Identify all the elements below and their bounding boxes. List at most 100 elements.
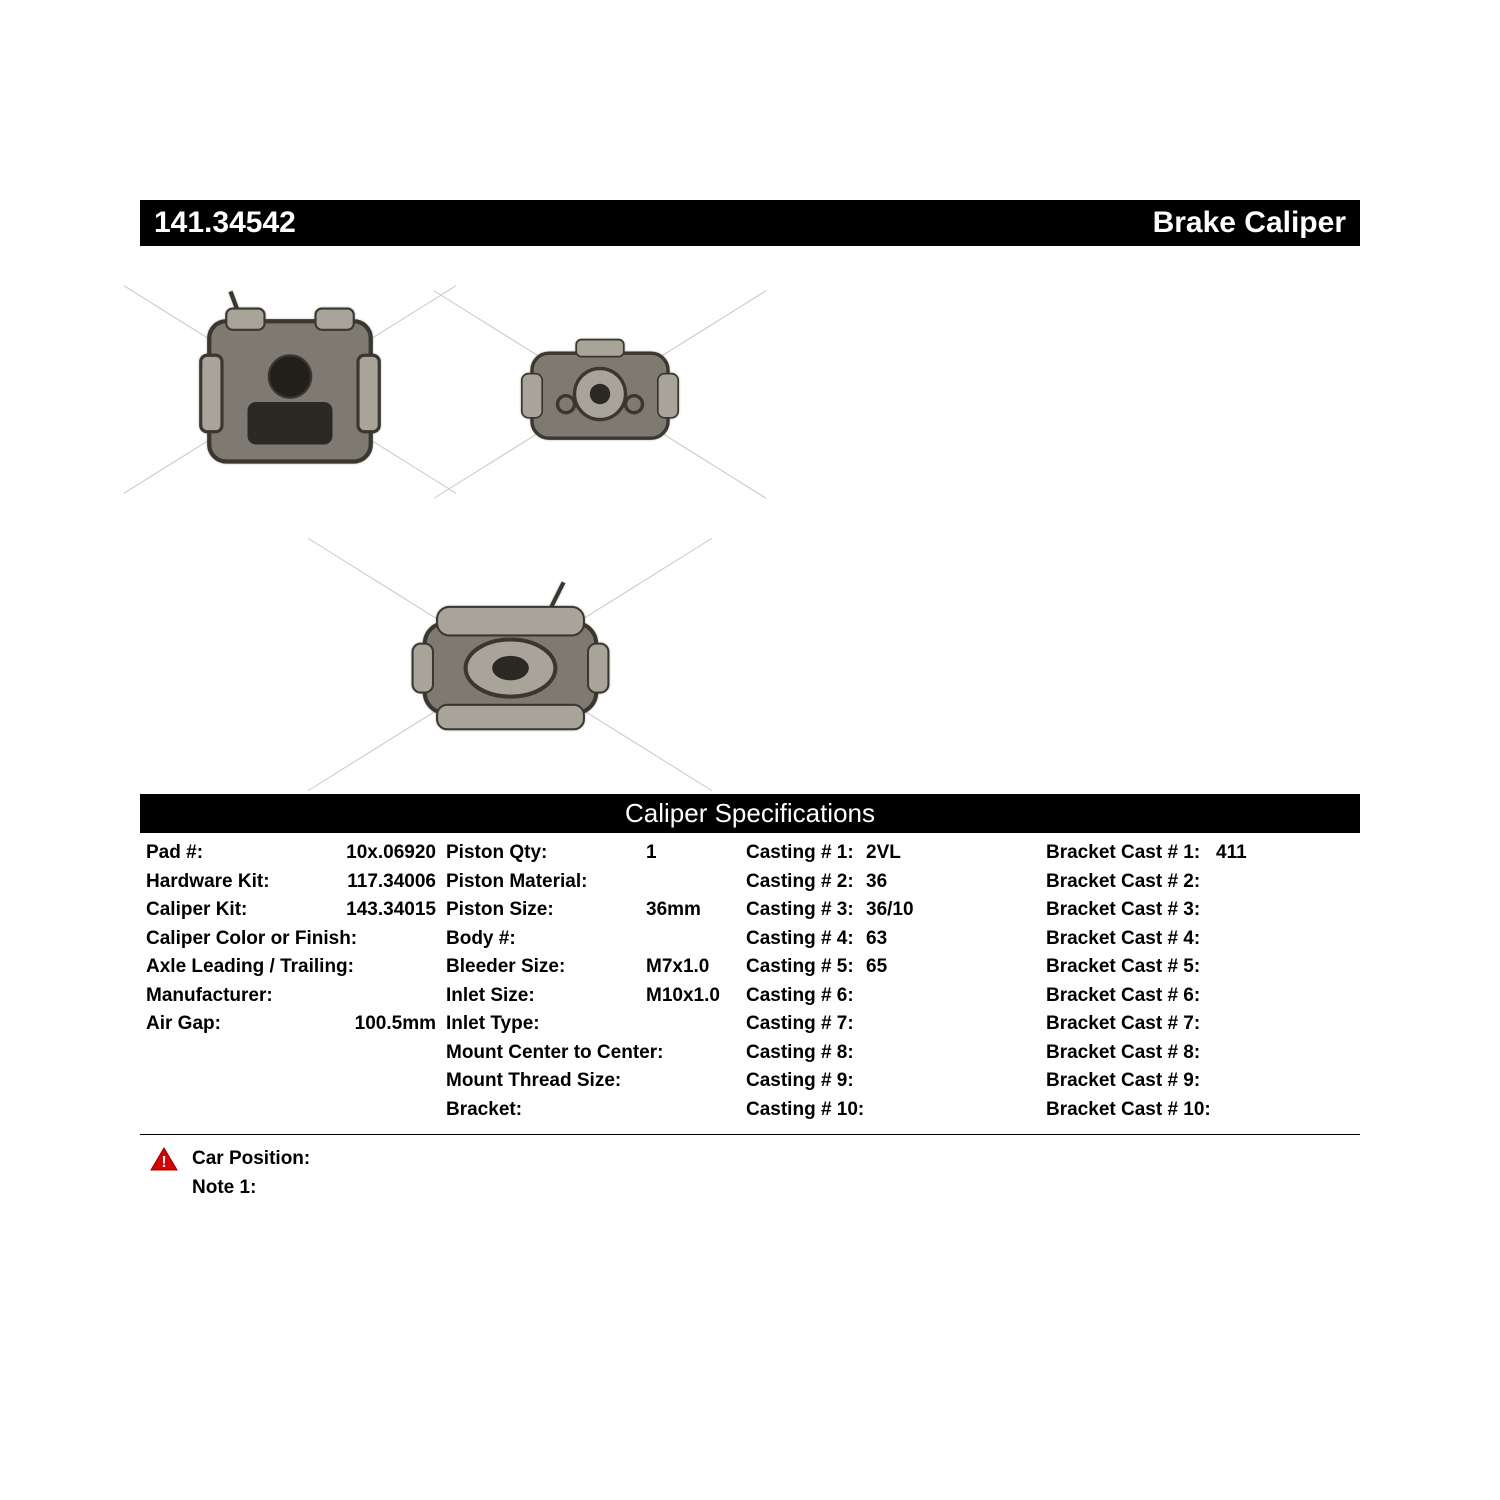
spec-key: Casting # 7: xyxy=(746,1010,866,1039)
spec-key: Body #: xyxy=(446,925,646,954)
spec-row: Bracket Cast # 2: xyxy=(1046,868,1356,897)
spec-row: Inlet Type: xyxy=(446,1010,736,1039)
spec-value: 117.34006 xyxy=(347,868,436,897)
notes-row: ! Car Position:Note 1: xyxy=(140,1135,1360,1202)
spec-row: Piston Size:36mm xyxy=(446,896,736,925)
spec-value: 2VL xyxy=(866,839,901,868)
spec-row: Piston Qty:1 xyxy=(446,839,736,868)
spec-key: Bracket Cast # 10: xyxy=(1046,1096,1216,1125)
spec-row: Bracket Cast # 3: xyxy=(1046,896,1356,925)
spec-value: 65 xyxy=(866,953,887,982)
spec-row: Piston Material: xyxy=(446,868,736,897)
notes-text: Car Position:Note 1: xyxy=(192,1145,310,1202)
spec-column-1: Pad #:10x.06920Hardware Kit:117.34006Cal… xyxy=(146,839,446,1124)
spec-row: Bleeder Size:M7x1.0 xyxy=(446,953,736,982)
spec-key: Bracket Cast # 7: xyxy=(1046,1010,1216,1039)
spec-key: Bracket Cast # 2: xyxy=(1046,868,1216,897)
spec-row: Body #: xyxy=(446,925,736,954)
spec-key: Bleeder Size: xyxy=(446,953,646,982)
spec-key: Bracket Cast # 5: xyxy=(1046,953,1216,982)
spec-row: Casting # 5:65 xyxy=(746,953,1036,982)
spec-row: Casting # 9: xyxy=(746,1067,1036,1096)
spec-key: Mount Center to Center: xyxy=(446,1039,646,1068)
spec-key: Mount Thread Size: xyxy=(446,1067,646,1096)
spec-key: Piston Size: xyxy=(446,896,646,925)
spec-key: Casting # 8: xyxy=(746,1039,866,1068)
spec-key: Bracket Cast # 9: xyxy=(1046,1067,1216,1096)
spec-row: Casting # 8: xyxy=(746,1039,1036,1068)
spec-row: Mount Thread Size: xyxy=(446,1067,736,1096)
spec-row: Manufacturer: xyxy=(146,982,436,1011)
spec-key: Pad #: xyxy=(146,839,346,868)
spec-sheet: 141.34542 Brake Caliper REFERENCE ONLY R… xyxy=(0,0,1500,1500)
note-row: Car Position: xyxy=(192,1145,310,1174)
spec-key: Bracket Cast # 8: xyxy=(1046,1039,1216,1068)
spec-value: 36 xyxy=(866,868,887,897)
note-row: Note 1: xyxy=(192,1174,310,1203)
warning-icon: ! xyxy=(150,1147,178,1171)
spec-row: Casting # 6: xyxy=(746,982,1036,1011)
spec-row: Pad #:10x.06920 xyxy=(146,839,436,868)
spec-key: Hardware Kit: xyxy=(146,868,347,897)
spec-value: 63 xyxy=(866,925,887,954)
spec-key: Bracket Cast # 6: xyxy=(1046,982,1216,1011)
product-image-slot: REFERENCE ONLY xyxy=(150,264,430,514)
spec-value: 411 xyxy=(1216,839,1247,868)
spec-row: Caliper Color or Finish: xyxy=(146,925,436,954)
spec-row: Casting # 4:63 xyxy=(746,925,1036,954)
spec-row: Bracket Cast # 7: xyxy=(1046,1010,1356,1039)
spec-key: Bracket: xyxy=(446,1096,646,1125)
spec-key: Piston Material: xyxy=(446,868,646,897)
spec-key: Casting # 5: xyxy=(746,953,866,982)
spec-row: Caliper Kit:143.34015 xyxy=(146,896,436,925)
product-images-area: REFERENCE ONLY REFERENCE ONLY REFERENCE … xyxy=(140,254,1360,794)
spec-key: Casting # 9: xyxy=(746,1067,866,1096)
spec-row: Air Gap:100.5mm xyxy=(146,1010,436,1039)
spec-key: Bracket Cast # 4: xyxy=(1046,925,1216,954)
spec-row: Bracket Cast # 4: xyxy=(1046,925,1356,954)
spec-key: Bracket Cast # 3: xyxy=(1046,896,1216,925)
spec-row: Bracket Cast # 10: xyxy=(1046,1096,1356,1125)
part-number: 141.34542 xyxy=(154,206,296,240)
spec-row: Bracket Cast # 6: xyxy=(1046,982,1356,1011)
spec-value: 1 xyxy=(646,839,657,868)
spec-column-2: Piston Qty:1Piston Material:Piston Size:… xyxy=(446,839,746,1124)
spec-column-3: Casting # 1:2VLCasting # 2:36Casting # 3… xyxy=(746,839,1046,1124)
spec-key: Casting # 6: xyxy=(746,982,866,1011)
spec-key: Inlet Size: xyxy=(446,982,646,1011)
spec-value: M7x1.0 xyxy=(646,953,709,982)
spec-column-4: Bracket Cast # 1:411Bracket Cast # 2:Bra… xyxy=(1046,839,1366,1124)
spec-key: Casting # 1: xyxy=(746,839,866,868)
spec-row: Inlet Size:M10x1.0 xyxy=(446,982,736,1011)
spec-table: Pad #:10x.06920Hardware Kit:117.34006Cal… xyxy=(140,833,1360,1135)
spec-row: Hardware Kit:117.34006 xyxy=(146,868,436,897)
spec-value: 10x.06920 xyxy=(346,839,436,868)
spec-row: Casting # 1:2VL xyxy=(746,839,1036,868)
spec-key: Bracket Cast # 1: xyxy=(1046,839,1216,868)
product-image-slot: REFERENCE ONLY xyxy=(340,544,680,784)
spec-row: Casting # 7: xyxy=(746,1010,1036,1039)
spec-key: Air Gap: xyxy=(146,1010,355,1039)
spec-row: Bracket Cast # 8: xyxy=(1046,1039,1356,1068)
spec-row: Bracket: xyxy=(446,1096,736,1125)
spec-key: Manufacturer: xyxy=(146,982,356,1011)
spec-key: Casting # 10: xyxy=(746,1096,866,1125)
spec-row: Casting # 3:36/10 xyxy=(746,896,1036,925)
spec-key: Casting # 4: xyxy=(746,925,866,954)
spec-key: Caliper Color or Finish: xyxy=(146,925,356,954)
spec-row: Bracket Cast # 1:411 xyxy=(1046,839,1356,868)
spec-value: 36mm xyxy=(646,896,701,925)
title-bar: 141.34542 Brake Caliper xyxy=(140,200,1360,246)
spec-row: Bracket Cast # 9: xyxy=(1046,1067,1356,1096)
product-name: Brake Caliper xyxy=(1153,206,1346,240)
spec-header: Caliper Specifications xyxy=(140,794,1360,833)
spec-key: Piston Qty: xyxy=(446,839,646,868)
spec-value: 36/10 xyxy=(866,896,914,925)
spec-key: Casting # 3: xyxy=(746,896,866,925)
spec-row: Casting # 10: xyxy=(746,1096,1036,1125)
spec-key: Axle Leading / Trailing: xyxy=(146,953,356,982)
spec-key: Caliper Kit: xyxy=(146,896,346,925)
spec-key: Inlet Type: xyxy=(446,1010,646,1039)
svg-text:!: ! xyxy=(161,1154,166,1171)
spec-row: Bracket Cast # 5: xyxy=(1046,953,1356,982)
